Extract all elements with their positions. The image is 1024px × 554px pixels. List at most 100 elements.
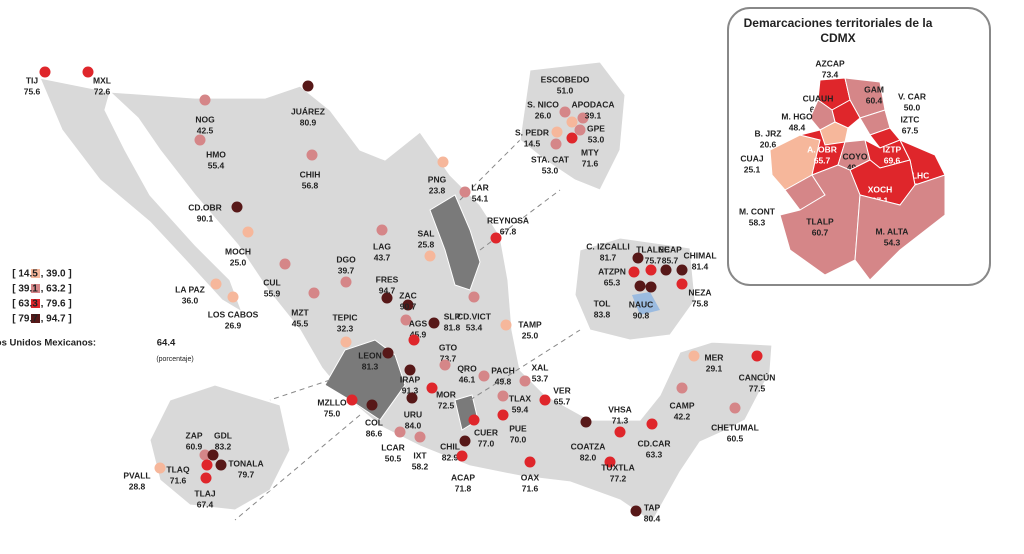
city-dot [207,449,219,461]
city-dot [381,292,393,304]
city-value: 55.9 [264,288,281,298]
city-name: C. IZCALLI [586,241,629,251]
city-dot [408,334,420,346]
city-dot [632,252,644,264]
city-value: 53.0 [542,165,559,175]
city-dot [497,390,509,402]
city-value: 71.8 [455,483,472,493]
city-name: CUER [474,427,498,437]
city-value: 80.9 [300,117,317,127]
city-dot [468,291,480,303]
city-value: 45.9 [410,329,427,339]
city-value: 53.4 [466,322,483,332]
city-name: QRO [457,363,477,373]
borough-value: 69.6 [884,155,901,165]
city-value: 90.7 [400,301,417,311]
city-name: COATZA [571,441,606,451]
city-dot [231,201,243,213]
city-value: 80.4 [644,513,661,523]
city-value: 60.9 [186,441,203,451]
city-dot [550,138,562,150]
city-dot [490,232,502,244]
city-name: TLAQ [166,464,190,474]
city-dot [729,402,741,414]
city-name: GDL [214,430,232,440]
city-value: 90.1 [197,213,214,223]
city-value: 29.1 [706,363,723,373]
city-dot [566,132,578,144]
borough-name: IZTC [901,114,920,124]
city-value: 83.2 [215,441,232,451]
national-label: Estados Unidos Mexicanos: [0,338,96,349]
city-value: 71.6 [170,475,187,485]
city-name: LA PAZ [175,284,205,294]
city-value: 53.7 [532,373,549,383]
city-name: MOCH [225,246,251,256]
city-dot [39,66,51,78]
national-unit: (porcentaje) [156,356,193,363]
city-value: 70.0 [510,434,527,444]
city-value: 28.8 [129,481,146,491]
city-name: MZLLO [317,397,347,407]
city-dot [456,450,468,462]
city-dot [215,459,227,471]
borough-value: 67.5 [902,125,919,135]
city-value: 59.4 [512,404,529,414]
city-dot [497,409,509,421]
city-name: HMO [206,149,226,159]
borough-value: 60.4 [866,95,883,105]
legend-swatch [31,284,40,293]
city-name: CD.OBR [188,202,222,212]
city-name: STA. CAT [531,154,570,164]
city-name: PUE [509,423,527,433]
city-dot [279,258,291,270]
city-name: REYNOSA [487,215,529,225]
city-value: 82.0 [580,452,597,462]
city-name: PVALL [123,470,150,480]
city-name: URU [404,409,422,419]
city-dot [382,347,394,359]
city-dot [751,350,763,362]
city-name: ESCOBEDO [541,74,590,84]
city-dot [154,462,166,474]
city-name: CAMP [669,400,694,410]
borough-name: GAM [864,84,884,94]
inset-title: Demarcaciones territoriales de la CDMX [743,16,933,45]
city-name: TAP [644,502,661,512]
city-value: 56.8 [302,180,319,190]
city-name: MXL [93,75,111,85]
city-value: 85.7 [662,255,679,265]
borough-name: M. HGO [781,111,813,121]
city-dot [437,156,449,168]
city-dot [308,287,320,299]
city-value: 53.0 [588,134,605,144]
city-value: 55.4 [208,160,225,170]
city-dot [676,264,688,276]
city-dot [366,399,378,411]
borough-name: AZCAP [815,58,845,68]
city-value: 25.0 [522,330,539,340]
city-dot [688,350,700,362]
city-value: 39.1 [585,110,602,120]
borough-value: 50.0 [904,102,921,112]
city-value: 75.0 [324,408,341,418]
city-dot [376,224,388,236]
city-value: 65.3 [604,277,621,287]
city-name: CHIL [440,441,460,451]
borough-name: TLALP [806,216,834,226]
city-value: 77.0 [478,438,495,448]
city-value: 63.3 [646,449,663,459]
city-name: MZT [291,307,309,317]
city-value: 75.6 [24,86,41,96]
city-name: GTO [439,342,458,352]
city-dot [630,505,642,517]
city-name: SAL [418,228,435,238]
city-value: 72.6 [94,86,111,96]
city-dot [459,435,471,447]
borough-name: M. ALTA [876,226,909,236]
city-value: 32.3 [337,323,354,333]
city-dot [194,134,206,146]
city-name: TUXTLA [601,462,635,472]
